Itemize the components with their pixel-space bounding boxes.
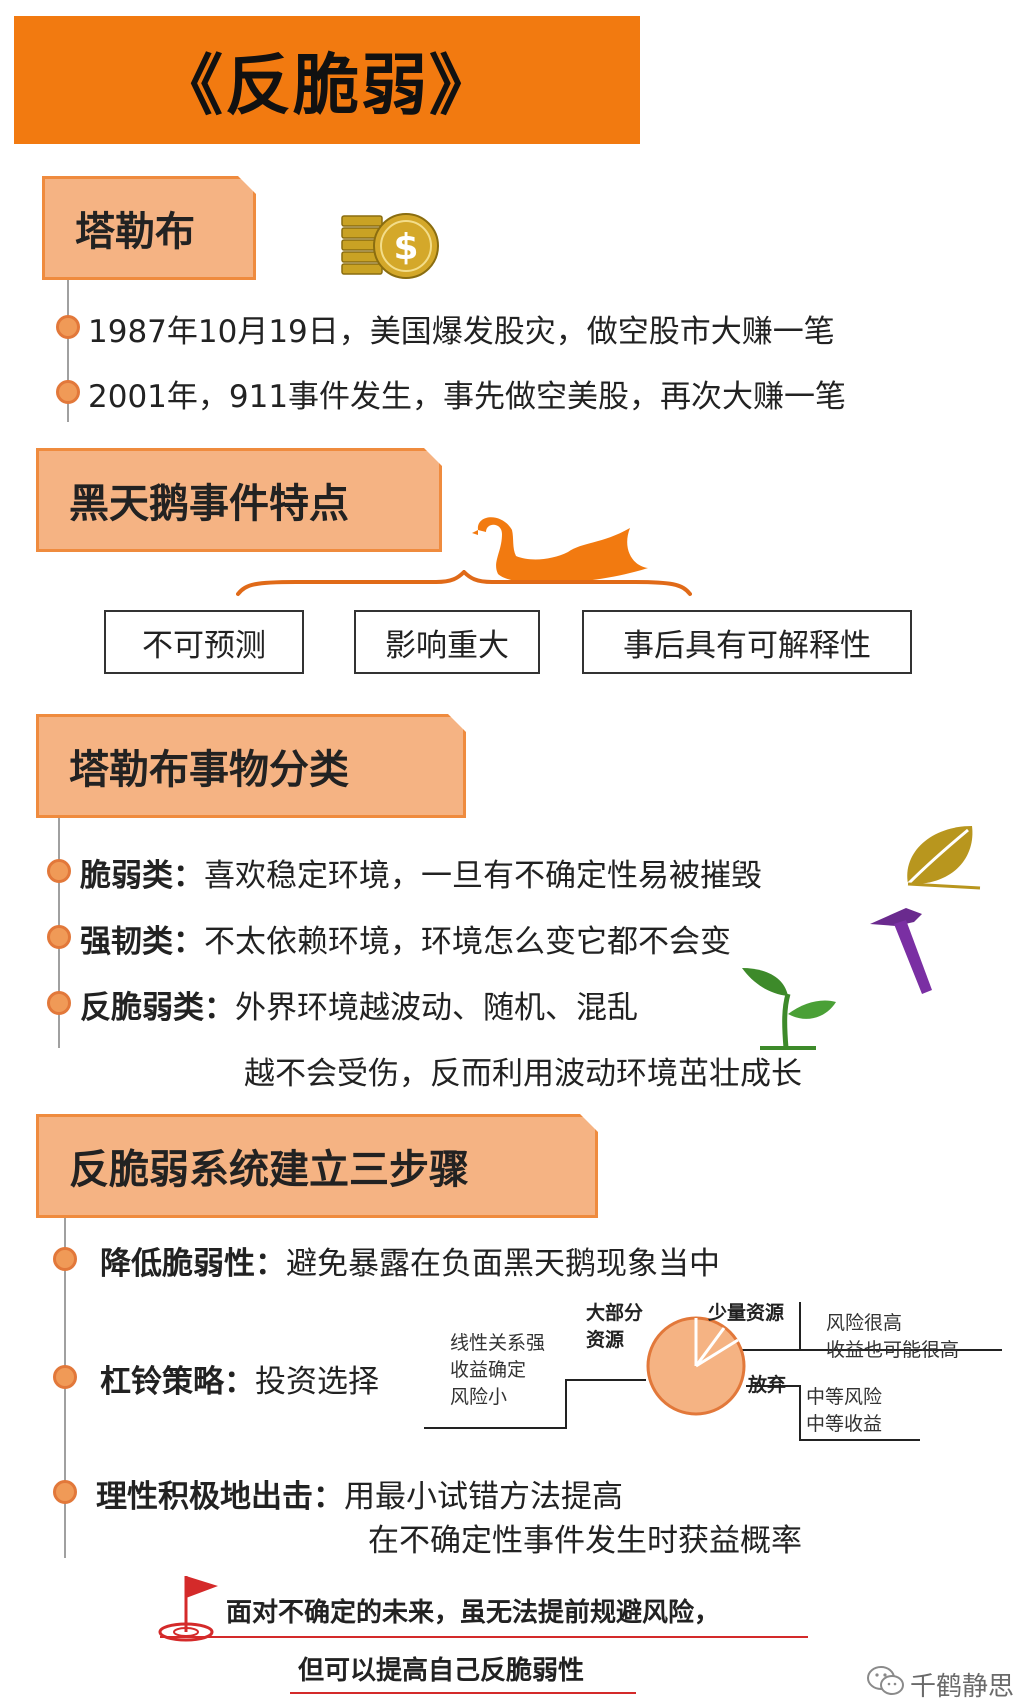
barbell-minor-label: 少量资源 bbox=[708, 1302, 785, 1324]
section-header-label: 反脆弱系统建立三步骤 bbox=[69, 1147, 469, 1193]
footer-underline bbox=[160, 1636, 808, 1638]
section-header-three-steps: 反脆弱系统建立三步骤 bbox=[36, 1114, 598, 1218]
step-reduce-fragility: 降低脆弱性：避免暴露在负面黑天鹅现象当中 bbox=[100, 1238, 720, 1283]
antifragile-text: 外界环境越波动、随机、混乱 bbox=[235, 990, 638, 1026]
step3-label: 理性积极地出击： bbox=[96, 1479, 344, 1515]
coins-dollar-icon: $ bbox=[341, 213, 439, 279]
step-barbell-strategy: 杠铃策略：投资选择 bbox=[100, 1356, 379, 1401]
step2-label: 杠铃策略： bbox=[100, 1364, 255, 1400]
step1-text: 避免暴露在负面黑天鹅现象当中 bbox=[286, 1246, 720, 1282]
bullet-dot bbox=[47, 859, 71, 883]
trait-box-explainable: 事后具有可解释性 bbox=[582, 610, 912, 674]
note-line: 风险很高 bbox=[826, 1312, 903, 1334]
barbell-diagram bbox=[424, 1302, 1002, 1441]
step3-text: 用最小试错方法提高 bbox=[344, 1479, 623, 1515]
section-header-classification: 塔勒布事物分类 bbox=[36, 714, 466, 818]
bullet-dot bbox=[53, 1365, 77, 1389]
section-header-black-swan: 黑天鹅事件特点 bbox=[36, 448, 442, 552]
section-header-label: 黑天鹅事件特点 bbox=[69, 481, 349, 527]
section-header-label: 塔勒布事物分类 bbox=[69, 747, 349, 793]
bullet-dot bbox=[47, 991, 71, 1015]
robust-item: 强韧类：不太依赖环境，环境怎么变它都不会变 bbox=[80, 916, 731, 961]
hammer-icon bbox=[870, 908, 932, 994]
step3-text-2: 在不确定性事件发生时获益概率 bbox=[368, 1523, 802, 1559]
fragile-text: 喜欢稳定环境，一旦有不确定性易被摧毁 bbox=[204, 858, 762, 894]
bullet-dot bbox=[47, 925, 71, 949]
antifragile-item: 反脆弱类：外界环境越波动、随机、混乱 bbox=[80, 982, 638, 1027]
bullet-dot bbox=[53, 1480, 77, 1504]
svg-text:$: $ bbox=[393, 227, 418, 268]
barbell-major-label: 大部分 资源 bbox=[586, 1300, 643, 1354]
trait-box-unpredictable: 不可预测 bbox=[104, 610, 304, 674]
robust-label: 强韧类： bbox=[80, 924, 204, 960]
barbell-mid-note: 中等风险 中等收益 bbox=[806, 1384, 882, 1438]
note-line: 风险小 bbox=[450, 1386, 508, 1408]
taleb-event-1: 1987年10月19日，美国爆发股灾，做空股市大赚一笔 bbox=[88, 314, 835, 350]
antifragile-label: 反脆弱类： bbox=[80, 990, 235, 1026]
note-line: 收益确定 bbox=[450, 1359, 527, 1381]
title-banner: 《反脆弱》 bbox=[14, 16, 640, 144]
barbell-left-note: 线性关系强 收益确定 风险小 bbox=[450, 1330, 545, 1411]
note-line: 收益也可能很高 bbox=[826, 1339, 960, 1361]
step2-text: 投资选择 bbox=[255, 1364, 379, 1400]
wechat-icon bbox=[867, 1666, 904, 1695]
swan-icon bbox=[472, 517, 648, 584]
note-line: 线性关系强 bbox=[450, 1332, 546, 1354]
brace-divider bbox=[236, 570, 692, 596]
barbell-high-note: 风险很高 收益也可能很高 bbox=[826, 1310, 959, 1364]
trait-box-major-impact: 影响重大 bbox=[354, 610, 540, 674]
step-rational-strike: 理性积极地出击：用最小试错方法提高 bbox=[96, 1471, 623, 1516]
footer-line-2: 但可以提高自己反脆弱性 bbox=[298, 1656, 585, 1686]
footer-line-1: 面对不确定的未来，虽无法提前规避风险， bbox=[226, 1598, 721, 1628]
barbell-abandon-label: 放弃 bbox=[748, 1374, 787, 1396]
page-title: 《反脆弱》 bbox=[157, 47, 497, 124]
watermark-text: 千鹤静思 bbox=[910, 1672, 1015, 1702]
leaf-icon bbox=[906, 826, 981, 890]
note-line: 资源 bbox=[586, 1329, 625, 1351]
fragile-item: 脆弱类：喜欢稳定环境，一旦有不确定性易被摧毁 bbox=[80, 850, 762, 895]
sprout-icon bbox=[742, 968, 836, 1050]
robust-text: 不太依赖环境，环境怎么变它都不会变 bbox=[204, 924, 731, 960]
fragile-label: 脆弱类： bbox=[80, 858, 204, 894]
antifragile-text-2: 越不会受伤，反而利用波动环境茁壮成长 bbox=[244, 1056, 802, 1092]
bullet-dot bbox=[53, 1247, 77, 1271]
section-header-label: 塔勒布 bbox=[75, 209, 195, 255]
section-header-taleb: 塔勒布 bbox=[42, 176, 256, 280]
note-line: 中等收益 bbox=[806, 1413, 883, 1435]
bullet-dot bbox=[56, 315, 80, 339]
flag-icon bbox=[158, 1576, 218, 1642]
timeline-line bbox=[67, 280, 69, 422]
footer-underline bbox=[290, 1692, 636, 1694]
note-line: 中等风险 bbox=[806, 1386, 883, 1408]
step1-label: 降低脆弱性： bbox=[100, 1246, 286, 1282]
bullet-dot bbox=[56, 380, 80, 404]
taleb-event-2: 2001年，911事件发生，事先做空美股，再次大赚一笔 bbox=[88, 379, 847, 415]
note-line: 大部分 bbox=[586, 1302, 644, 1324]
